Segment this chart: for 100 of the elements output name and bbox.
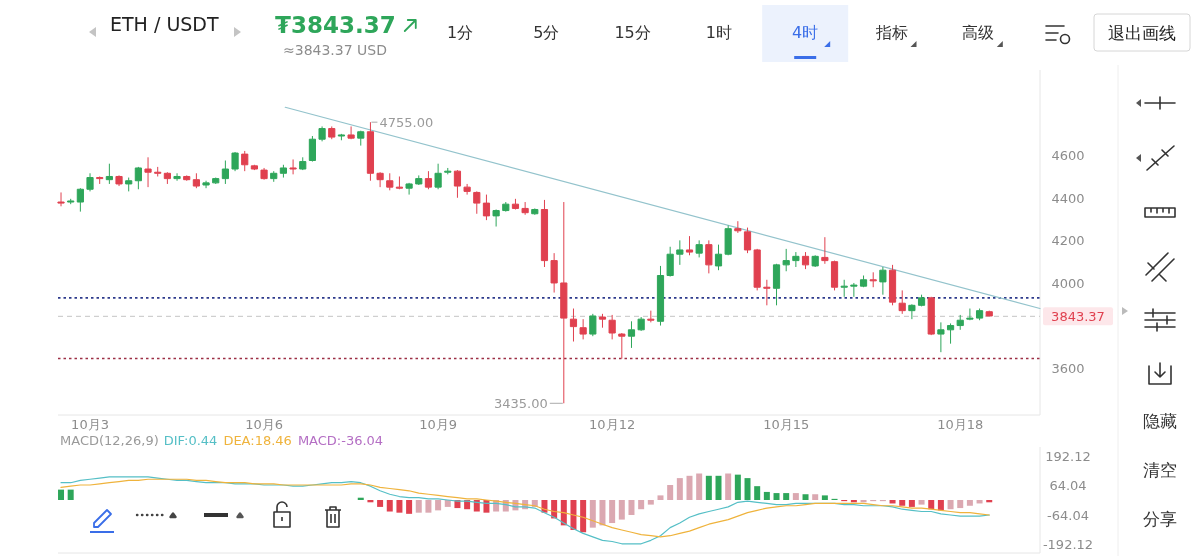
bar <box>947 500 954 510</box>
candlestick <box>318 125 326 142</box>
bar <box>899 500 906 506</box>
candlestick <box>956 314 964 331</box>
candlestick <box>811 254 819 268</box>
bar <box>812 494 819 500</box>
x-tick-label: 10月9 <box>419 416 458 432</box>
bar <box>928 500 935 510</box>
candlestick <box>985 310 993 317</box>
candlestick <box>618 332 626 360</box>
bar <box>599 500 606 526</box>
text: DEA:18.46 <box>223 432 292 448</box>
candlestick <box>647 310 655 323</box>
candlestick <box>772 263 781 306</box>
text: 高级 <box>961 22 994 42</box>
candlestick <box>927 296 935 336</box>
candlestick <box>821 236 829 265</box>
y-tick-label: 3600 <box>1051 360 1085 376</box>
candlestick <box>415 174 423 186</box>
candlestick <box>395 175 404 190</box>
bar <box>705 475 712 500</box>
candlestick <box>589 313 597 337</box>
candlestick <box>96 175 104 185</box>
bar <box>425 500 432 513</box>
bar <box>435 500 442 511</box>
text: ≈3843.37 USD <box>283 42 387 58</box>
candlestick <box>279 164 287 179</box>
candlestick <box>125 177 133 192</box>
candlestick <box>531 207 539 216</box>
candlestick <box>676 239 684 266</box>
text: 清空 <box>1143 460 1177 480</box>
candlestick <box>637 316 645 332</box>
bar <box>744 478 751 500</box>
bar <box>754 486 761 500</box>
bar <box>725 473 732 500</box>
candlestick <box>753 248 761 291</box>
candlestick <box>763 279 771 306</box>
candlestick <box>782 248 790 272</box>
candlestick <box>898 289 906 315</box>
bar <box>386 500 393 512</box>
candlestick <box>241 150 249 172</box>
candlestick <box>250 164 258 171</box>
candlestick <box>328 125 336 140</box>
candlestick <box>579 318 587 340</box>
candlestick <box>76 187 84 213</box>
bar <box>734 474 741 500</box>
candlestick <box>908 303 916 320</box>
x-tick-label: 10月18 <box>937 416 984 432</box>
text: 1时 <box>705 22 732 42</box>
candlestick <box>221 160 229 185</box>
candlestick <box>975 308 984 321</box>
candlestick <box>879 266 887 296</box>
candlestick <box>608 314 616 340</box>
annotation: MACD:-36.04 <box>297 432 384 448</box>
x-tick-label: 10月6 <box>245 416 283 432</box>
candlestick <box>946 322 955 345</box>
bar <box>696 473 703 500</box>
bar <box>618 500 625 520</box>
candlestick <box>705 239 713 274</box>
bar <box>58 489 65 500</box>
candlestick <box>357 130 365 147</box>
candlestick <box>337 133 346 141</box>
chart-title: ETH / USDT <box>110 13 219 35</box>
candlestick <box>270 170 278 183</box>
bar <box>406 500 413 514</box>
bar <box>628 500 635 515</box>
candlestick <box>695 239 703 258</box>
candlestick <box>734 220 742 234</box>
text: 指标 <box>874 22 908 42</box>
y-tick-label: 64.04 <box>1049 477 1087 493</box>
candlestick <box>937 321 945 353</box>
bar <box>396 500 403 513</box>
candlestick <box>115 174 123 187</box>
candlestick <box>347 125 355 140</box>
candlestick <box>473 190 481 215</box>
text: 5分 <box>533 22 560 42</box>
y-tick-label: -64.04 <box>1047 507 1089 523</box>
bar <box>783 493 790 500</box>
text: 分享 <box>1143 509 1177 529</box>
bar <box>957 500 964 509</box>
bar <box>908 500 915 507</box>
candlestick <box>299 156 307 171</box>
candlestick <box>434 163 442 190</box>
bar <box>918 500 925 505</box>
candlestick <box>521 201 529 216</box>
bar <box>647 500 654 505</box>
bar <box>415 500 422 513</box>
candlestick <box>840 279 848 298</box>
candlestick <box>183 174 191 182</box>
candlestick <box>724 224 732 256</box>
bar <box>763 491 770 500</box>
candlestick <box>453 169 462 199</box>
bar <box>667 485 674 500</box>
candlestick <box>86 172 94 192</box>
candlestick <box>260 167 268 181</box>
y-tick-label: 4600 <box>1051 147 1085 163</box>
text: DIF:0.44 <box>163 432 218 448</box>
bar <box>676 478 683 500</box>
bar <box>444 500 451 507</box>
candlestick <box>656 265 665 327</box>
